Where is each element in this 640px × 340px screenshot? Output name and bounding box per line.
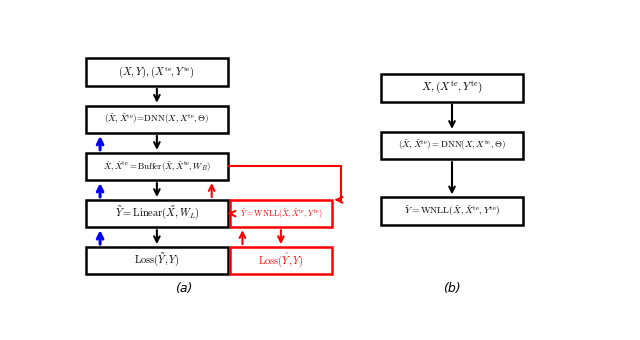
Text: $\mathrm{Loss}(\hat{Y}, Y)$: $\mathrm{Loss}(\hat{Y}, Y)$ (258, 252, 304, 269)
FancyBboxPatch shape (86, 153, 228, 180)
Text: $\tilde{Y} = \mathrm{WNLL}(\tilde{X}, \tilde{X}^{\mathrm{te}}, Y^{\mathrm{te}})$: $\tilde{Y} = \mathrm{WNLL}(\tilde{X}, \t… (404, 204, 500, 218)
FancyBboxPatch shape (230, 247, 332, 274)
FancyBboxPatch shape (381, 197, 523, 225)
Text: $(X, Y),(X^{\mathrm{te}}, Y^{\mathrm{te}})$: $(X, Y),(X^{\mathrm{te}}, Y^{\mathrm{te}… (118, 65, 195, 80)
Text: (a): (a) (175, 282, 193, 295)
Text: $\dot{X}, \dot{X}^{\mathrm{te}} = \mathrm{Buffer}(\tilde{X}, \tilde{X}^{\mathrm{: $\dot{X}, \dot{X}^{\mathrm{te}} = \mathr… (103, 159, 211, 173)
FancyBboxPatch shape (381, 132, 523, 159)
FancyBboxPatch shape (230, 200, 332, 227)
FancyBboxPatch shape (86, 247, 228, 274)
Text: $\mathrm{Loss}(\tilde{Y}, Y)$: $\mathrm{Loss}(\tilde{Y}, Y)$ (134, 252, 180, 269)
Text: $X, (X^{\mathrm{te}}, Y^{\mathrm{te}})$: $X, (X^{\mathrm{te}}, Y^{\mathrm{te}})$ (421, 80, 483, 96)
FancyBboxPatch shape (381, 74, 523, 102)
FancyBboxPatch shape (86, 106, 228, 133)
FancyBboxPatch shape (86, 58, 228, 86)
FancyBboxPatch shape (86, 200, 228, 227)
Text: $\tilde{Y} = \mathrm{Linear}(\tilde{X}, W_L)$: $\tilde{Y} = \mathrm{Linear}(\tilde{X}, … (115, 205, 199, 222)
Text: $\hat{Y} = \mathrm{WNLL}(\hat{X}, \hat{X}^{\mathrm{te}}, Y^{\mathrm{te}})$: $\hat{Y} = \mathrm{WNLL}(\hat{X}, \hat{X… (239, 206, 322, 221)
Text: (b): (b) (443, 282, 461, 295)
Text: $(\tilde{X}, \tilde{X}^{\mathrm{te}})\!=\!\mathrm{DNN}(X, X^{\mathrm{te}}, \Thet: $(\tilde{X}, \tilde{X}^{\mathrm{te}})\!=… (104, 113, 209, 126)
Text: $(\tilde{X}, \tilde{X}^{\mathrm{te}}) = \mathrm{DNN}(X, X^{\mathrm{te}}, \Theta): $(\tilde{X}, \tilde{X}^{\mathrm{te}}) = … (398, 139, 506, 152)
